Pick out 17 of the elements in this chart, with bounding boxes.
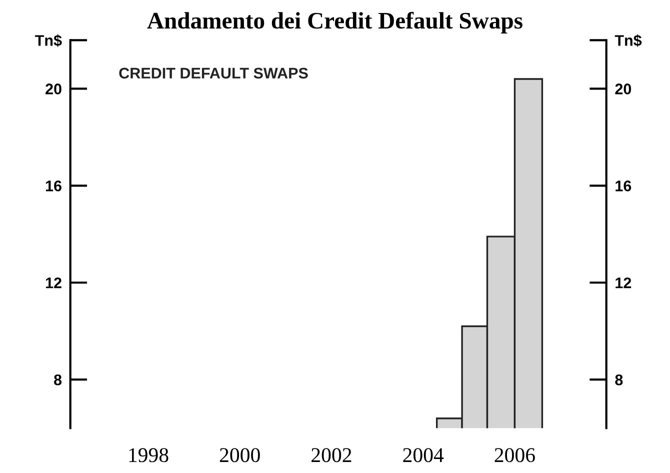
y2-tick-label: 20: [615, 84, 632, 94]
y-tick-label: 16: [46, 180, 62, 192]
y-tick-label: 12: [46, 277, 62, 288]
y-tick-label: 20: [46, 84, 62, 94]
y2-tick-label: Tn$: [614, 34, 642, 47]
y2-tick-label: 12: [616, 277, 632, 288]
x-tick-label: 2004: [403, 448, 444, 462]
y-tick-label: 8: [54, 374, 62, 386]
chart-title: Andamento dei Credit Default Swaps: [147, 12, 522, 34]
annotation: CREDIT DEFAULT SWAPS: [119, 68, 308, 79]
x-tick-label: 2002: [312, 448, 352, 462]
x-tick-label: 2006: [494, 448, 535, 462]
x-tick-label: 2000: [220, 448, 260, 462]
y-tick-label: Tn$: [35, 34, 62, 47]
x-tick-label: 1998: [129, 448, 168, 462]
y2-tick-label: 8: [615, 374, 623, 386]
y2-tick-label: 16: [616, 180, 632, 192]
